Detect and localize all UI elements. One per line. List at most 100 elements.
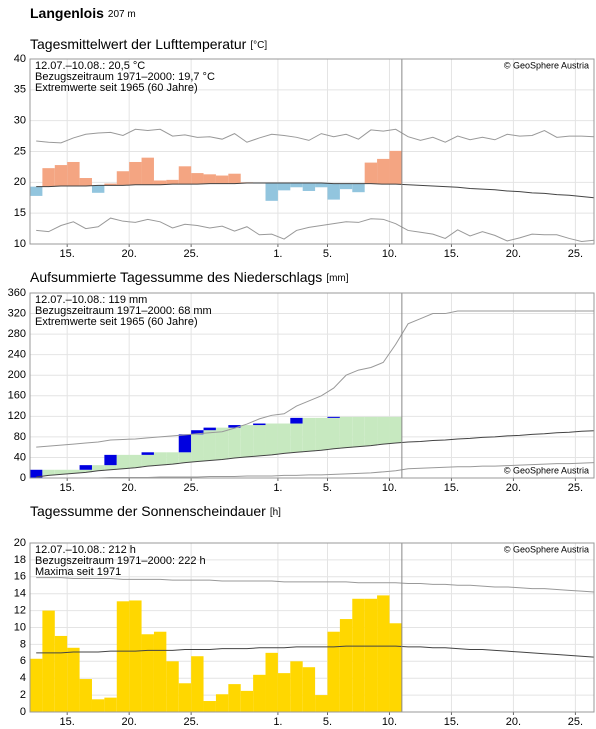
daily-increment xyxy=(290,417,303,424)
x-tick-label: 25. xyxy=(568,248,583,260)
bar xyxy=(191,656,204,712)
anomaly-bar xyxy=(203,174,216,184)
normal-line xyxy=(36,182,595,199)
excess-area xyxy=(153,452,167,466)
note: 12.07.–10.08.: 119 mm xyxy=(35,294,147,306)
title-text: Tagessumme der Sonnenscheindauer xyxy=(30,503,266,519)
station: Langenlois xyxy=(30,5,104,21)
bar xyxy=(104,697,117,712)
y-tick-label: 8 xyxy=(20,638,26,650)
anomaly-bar xyxy=(339,183,353,190)
y-tick-label: 0 xyxy=(20,472,26,484)
plot-border xyxy=(29,542,595,713)
anomaly-bar xyxy=(191,173,204,185)
excess-area xyxy=(339,416,353,448)
anomaly-bar xyxy=(265,182,278,201)
y-tick-label: 30 xyxy=(14,115,26,127)
x-tick-label: 10. xyxy=(382,248,397,260)
extreme-line xyxy=(36,577,595,593)
excess-area xyxy=(104,465,117,470)
daily-increment xyxy=(141,452,154,455)
daily-increment xyxy=(178,434,192,453)
bar xyxy=(30,658,43,712)
bar xyxy=(129,600,142,712)
anomaly-bar xyxy=(166,179,179,185)
bar xyxy=(290,661,303,712)
title-text: Aufsummierte Tagessumme des Niederschlag… xyxy=(30,269,322,285)
bar xyxy=(67,647,80,712)
excess-area xyxy=(253,425,266,456)
bar xyxy=(116,601,130,712)
bar xyxy=(166,661,179,712)
anomaly-bar xyxy=(178,166,192,185)
credit: © GeoSphere Austria xyxy=(504,544,589,554)
bar xyxy=(215,694,229,712)
note: 12.07.–10.08.: 20,5 °C xyxy=(35,60,145,72)
anomaly-bar xyxy=(377,158,390,185)
extreme-line xyxy=(36,462,595,479)
excess-area xyxy=(315,417,328,451)
excess-area xyxy=(141,454,154,467)
bar xyxy=(389,623,402,712)
excess-area xyxy=(67,469,80,474)
excess-area xyxy=(91,465,105,471)
note: Bezugszeitraum 1971–2000: 19,7 °C xyxy=(35,71,215,83)
excess-area xyxy=(215,427,229,460)
y-tick-label: 4 xyxy=(20,672,26,684)
x-tick-label: 5. xyxy=(323,482,332,494)
anomaly-bar xyxy=(277,182,291,191)
daily-increment xyxy=(79,465,92,470)
excess-area xyxy=(166,452,179,465)
credit: © GeoSphere Austria xyxy=(504,60,589,70)
excess-area xyxy=(129,454,142,468)
anomaly-bar xyxy=(30,186,43,196)
daily-increment xyxy=(327,416,340,418)
x-tick-label: 15. xyxy=(444,482,459,494)
y-tick-label: 35 xyxy=(14,84,26,96)
extreme-line xyxy=(36,310,594,448)
x-tick-label: 5. xyxy=(323,248,332,260)
x-tick-label: 1. xyxy=(273,482,282,494)
anomaly-bar xyxy=(153,180,167,185)
anomaly-bar xyxy=(315,182,328,188)
note: Bezugszeitraum 1971–2000: 222 h xyxy=(35,555,206,567)
y-tick-label: 12 xyxy=(14,605,26,617)
anomaly-bar xyxy=(67,161,80,187)
y-tick-label: 14 xyxy=(14,588,26,600)
excess-area xyxy=(302,417,316,452)
title-text: Tagesmittelwert der Lufttemperatur xyxy=(30,36,247,52)
chart-title: Tagesmittelwert der Lufttemperatur [°C] xyxy=(30,36,267,52)
x-tick-label: 1. xyxy=(273,716,282,728)
excess-area xyxy=(327,417,340,449)
x-tick-label: 20. xyxy=(506,248,521,260)
daily-increment xyxy=(30,469,43,478)
x-tick-label: 20. xyxy=(122,716,137,728)
normal-line xyxy=(36,430,595,478)
x-tick-label: 25. xyxy=(183,716,198,728)
bar xyxy=(141,634,154,712)
bar xyxy=(327,631,340,712)
excess-area xyxy=(203,430,216,461)
y-tick-label: 240 xyxy=(8,349,26,361)
x-tick-label: 25. xyxy=(568,716,583,728)
bar xyxy=(377,595,390,712)
bar xyxy=(203,701,216,712)
y-tick-label: 6 xyxy=(20,655,26,667)
daily-increment xyxy=(253,423,266,426)
note: Maxima seit 1971 xyxy=(35,566,121,578)
y-tick-label: 160 xyxy=(8,390,26,402)
chart-title: Tagessumme der Sonnenscheindauer [h] xyxy=(30,503,281,519)
x-tick-label: 25. xyxy=(568,482,583,494)
x-tick-label: 15. xyxy=(60,248,75,260)
bar xyxy=(277,673,291,712)
anomaly-bar xyxy=(79,178,92,187)
excess-area xyxy=(377,416,390,445)
y-tick-label: 40 xyxy=(14,451,26,463)
note: Extremwerte seit 1965 (60 Jahre) xyxy=(35,316,198,328)
plot-border xyxy=(29,58,595,245)
extreme-line xyxy=(36,128,595,144)
bar xyxy=(178,683,192,712)
bar xyxy=(42,610,55,712)
